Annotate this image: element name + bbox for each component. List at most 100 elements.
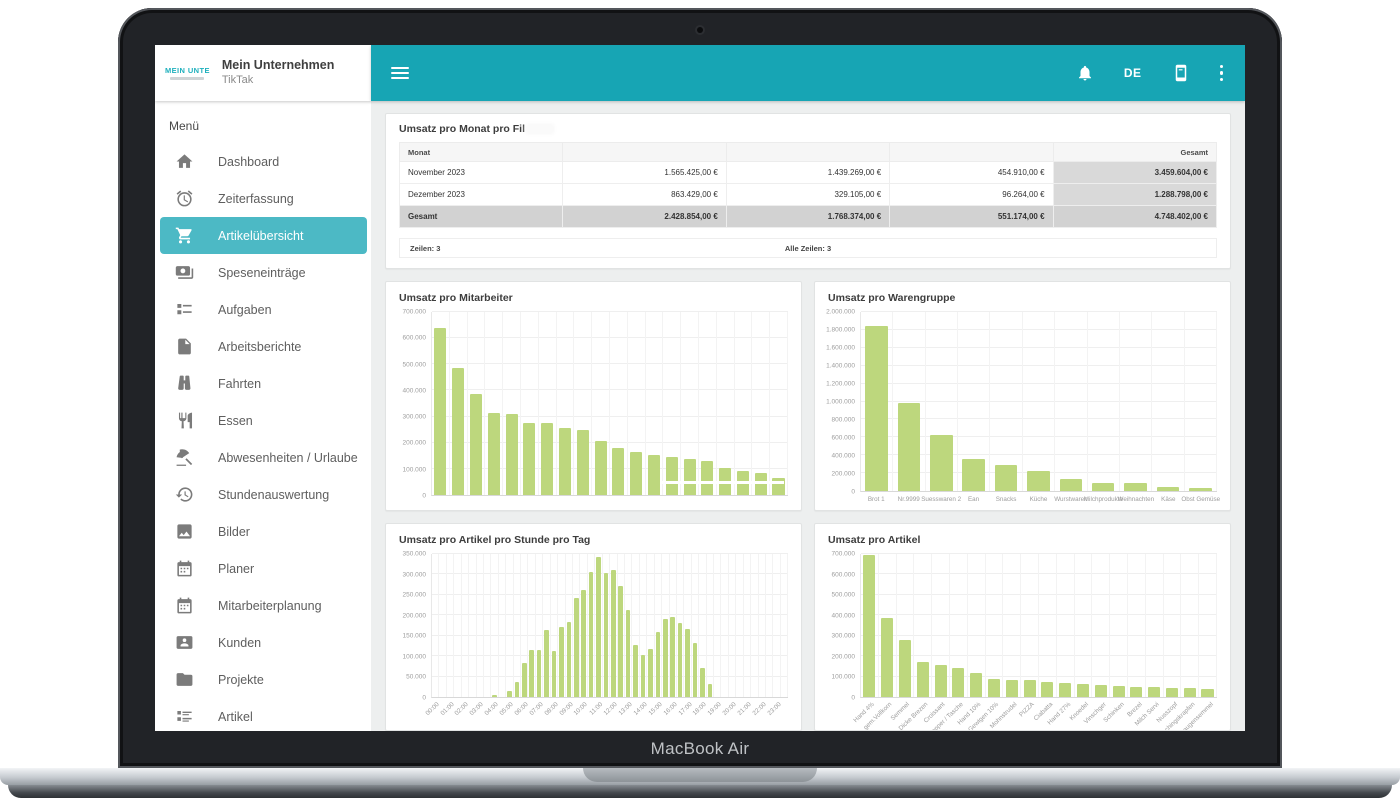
bar[interactable]: [930, 434, 953, 491]
bar[interactable]: [521, 663, 527, 697]
sidebar-item-stundenauswertung[interactable]: Stundenauswertung: [160, 476, 367, 513]
bar[interactable]: [916, 661, 929, 697]
bar[interactable]: [1148, 687, 1161, 697]
bar[interactable]: [544, 629, 549, 697]
sidebar-item-arbeitsberichte[interactable]: Arbeitsberichte: [160, 328, 367, 365]
bar[interactable]: [469, 393, 483, 495]
column-header-redacted[interactable]: [562, 142, 727, 162]
language-selector[interactable]: DE: [1123, 66, 1142, 80]
bar[interactable]: [719, 467, 732, 495]
bar[interactable]: [692, 642, 698, 697]
bar[interactable]: [603, 572, 609, 697]
bar[interactable]: [897, 403, 921, 491]
bar[interactable]: [1091, 482, 1115, 491]
bar[interactable]: [514, 682, 520, 697]
bar[interactable]: [701, 460, 714, 495]
bar[interactable]: [1201, 688, 1214, 697]
bar[interactable]: [566, 622, 572, 697]
sidebar-item-planer[interactable]: Planer: [160, 550, 367, 587]
sidebar-item-abwesenheiten-urlaube[interactable]: Abwesenheiten / Urlaube: [160, 439, 367, 476]
bar[interactable]: [618, 585, 624, 697]
bar[interactable]: [625, 610, 631, 697]
bar[interactable]: [573, 597, 579, 697]
bar[interactable]: [952, 668, 965, 697]
bar[interactable]: [581, 589, 586, 697]
bar[interactable]: [1124, 483, 1147, 491]
bar[interactable]: [647, 455, 660, 495]
overflow-menu-icon[interactable]: [1219, 64, 1223, 82]
bar[interactable]: [541, 423, 554, 495]
bar[interactable]: [648, 649, 653, 697]
sidebar-item-essen[interactable]: Essen: [160, 402, 367, 439]
bar[interactable]: [558, 428, 572, 495]
bar[interactable]: [507, 690, 512, 697]
bar[interactable]: [736, 471, 749, 495]
bar[interactable]: [772, 478, 785, 495]
bar[interactable]: [707, 683, 713, 697]
bar[interactable]: [1059, 479, 1083, 491]
bar[interactable]: [863, 555, 876, 697]
bar[interactable]: [677, 622, 683, 697]
bar[interactable]: [588, 572, 594, 697]
bar[interactable]: [612, 447, 625, 495]
bar[interactable]: [1094, 685, 1107, 697]
sidebar-item-mitarbeiterplanung[interactable]: Mitarbeiterplanung: [160, 587, 367, 624]
bar[interactable]: [452, 368, 465, 495]
bar[interactable]: [1183, 687, 1196, 697]
bar[interactable]: [987, 678, 1001, 697]
bar[interactable]: [505, 413, 518, 495]
bar[interactable]: [434, 327, 447, 495]
sidebar-item-zeiterfassung[interactable]: Zeiterfassung: [160, 180, 367, 217]
bar[interactable]: [1156, 486, 1180, 491]
bar[interactable]: [754, 473, 767, 495]
bar[interactable]: [1023, 680, 1036, 697]
bar[interactable]: [1027, 470, 1050, 491]
bar[interactable]: [1112, 685, 1125, 697]
bar[interactable]: [596, 556, 601, 697]
sidebar-item-projekte[interactable]: Projekte: [160, 661, 367, 698]
column-header-redacted[interactable]: [725, 142, 891, 162]
column-header-monat[interactable]: Monat: [398, 142, 564, 162]
bar[interactable]: [594, 440, 607, 495]
bar[interactable]: [1130, 686, 1143, 697]
bar[interactable]: [970, 673, 983, 697]
sidebar-item-aufgaben[interactable]: Aufgaben: [160, 291, 367, 328]
bar[interactable]: [492, 695, 497, 697]
bar[interactable]: [994, 465, 1018, 491]
bar[interactable]: [1005, 680, 1018, 697]
bar[interactable]: [1165, 687, 1178, 697]
bar[interactable]: [670, 616, 676, 697]
bar[interactable]: [865, 326, 888, 491]
bar[interactable]: [898, 639, 912, 697]
column-header-redacted[interactable]: [889, 142, 1054, 162]
sidebar-item-artikel[interactable]: Artikel: [160, 698, 367, 731]
sidebar-item-fahrten[interactable]: Fahrten: [160, 365, 367, 402]
bar[interactable]: [1076, 684, 1089, 697]
column-header-gesamt[interactable]: Gesamt: [1052, 142, 1218, 162]
bar[interactable]: [611, 569, 616, 697]
bar[interactable]: [655, 632, 661, 697]
bar[interactable]: [1059, 683, 1072, 697]
mobile-device-icon[interactable]: [1172, 64, 1190, 82]
bar[interactable]: [559, 626, 564, 697]
bar[interactable]: [685, 629, 690, 697]
bar[interactable]: [536, 649, 542, 697]
sidebar-item-speseneintr-ge[interactable]: Speseneinträge: [160, 254, 367, 291]
bar[interactable]: [640, 655, 646, 697]
bar[interactable]: [576, 429, 589, 495]
bar[interactable]: [1041, 682, 1054, 697]
bar[interactable]: [487, 412, 500, 495]
sidebar-item-bilder[interactable]: Bilder: [160, 513, 367, 550]
bar[interactable]: [630, 451, 643, 495]
bar[interactable]: [881, 618, 894, 697]
bar[interactable]: [934, 665, 947, 697]
bar[interactable]: [962, 458, 986, 491]
bar[interactable]: [529, 650, 534, 697]
bar[interactable]: [1188, 487, 1212, 491]
bar[interactable]: [551, 650, 557, 697]
notifications-bell-icon[interactable]: [1076, 64, 1094, 82]
bar[interactable]: [523, 422, 536, 495]
sidebar-item-dashboard[interactable]: Dashboard: [160, 143, 367, 180]
sidebar-item-kunden[interactable]: Kunden: [160, 624, 367, 661]
sidebar-item-artikel-bersicht[interactable]: Artikelübersicht: [160, 217, 367, 254]
